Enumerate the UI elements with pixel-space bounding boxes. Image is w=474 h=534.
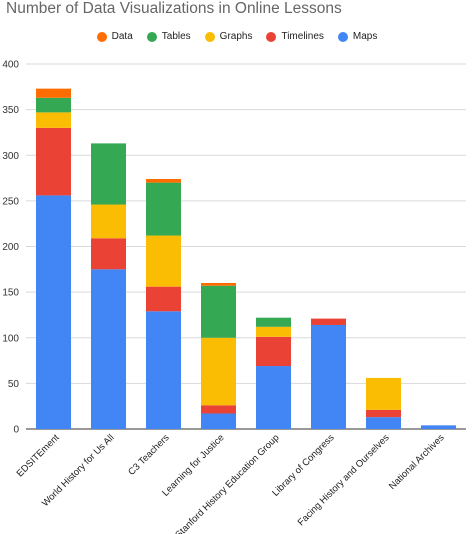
bar-segment-timelines [201, 405, 236, 414]
bar-segment-maps [311, 324, 346, 429]
bar-segment-timelines [91, 238, 126, 270]
legend-swatch [96, 31, 107, 42]
y-tick-label: 150 [2, 288, 19, 299]
bar-segment-maps [91, 269, 126, 429]
y-tick-label: 350 [2, 105, 19, 116]
x-tick-label: EDSITEment [15, 432, 62, 479]
x-tick-label: Facing History and Ourselves [296, 432, 392, 528]
legend-label: Data [111, 31, 133, 42]
y-tick-label: 400 [2, 60, 19, 71]
bar-segment-timelines [311, 318, 346, 325]
bar-segment-graphs [91, 204, 126, 239]
y-tick-label: 250 [2, 196, 19, 207]
bar-segment-maps [256, 366, 291, 429]
bar-segment-data [146, 178, 181, 183]
legend-swatch [337, 31, 348, 42]
bar-segment-maps [146, 311, 181, 429]
legend-label: Tables [161, 31, 191, 42]
legend-swatch [204, 31, 215, 42]
legend-item-data: Data [96, 31, 133, 42]
bar-segment-maps [36, 195, 71, 429]
bar-segment-graphs [146, 235, 181, 287]
legend: Data Tables Graphs Timelines Maps [0, 31, 474, 42]
legend-swatch [146, 31, 157, 42]
legend-item-graphs: Graphs [204, 31, 253, 42]
legend-item-timelines: Timelines [266, 31, 324, 42]
bar-segment-tables [201, 285, 236, 338]
y-tick-label: 300 [2, 151, 19, 162]
y-tick-label: 100 [2, 333, 19, 344]
bar-segment-timelines [36, 127, 71, 196]
bar-segment-maps [366, 417, 401, 429]
bar-segment-timelines [256, 336, 291, 367]
bar-segment-tables [91, 143, 126, 205]
bar-segment-tables [256, 317, 291, 327]
legend-label: Maps [352, 31, 378, 42]
y-tick-label: 50 [8, 379, 20, 390]
bar-segment-timelines [366, 409, 401, 418]
legend-item-tables: Tables [146, 31, 191, 42]
legend-label: Graphs [219, 31, 253, 42]
x-tick-label: C3 Teachers [126, 432, 172, 478]
bar-segment-tables [36, 97, 71, 113]
legend-item-maps: Maps [337, 31, 378, 42]
y-tick-label: 200 [2, 242, 19, 253]
bar-segment-tables [146, 182, 181, 236]
chart-title: Number of Data Visualizations in Online … [6, 0, 342, 17]
legend-label: Timelines [281, 31, 324, 42]
x-tick-label: Stanford History Education Group [173, 432, 281, 534]
bar-segment-graphs [36, 112, 71, 128]
bar-segment-graphs [256, 326, 291, 337]
bar-segment-graphs [201, 337, 236, 406]
legend-swatch [266, 31, 277, 42]
x-tick-label: National Archives [387, 432, 447, 492]
bar-segment-data [36, 88, 71, 98]
bar-segment-data [201, 283, 236, 286]
bar-segment-maps [421, 425, 456, 429]
bar-segment-timelines [146, 286, 181, 312]
bar-segment-graphs [366, 377, 401, 410]
bar-segment-maps [201, 413, 236, 429]
y-tick-label: 0 [13, 425, 19, 436]
